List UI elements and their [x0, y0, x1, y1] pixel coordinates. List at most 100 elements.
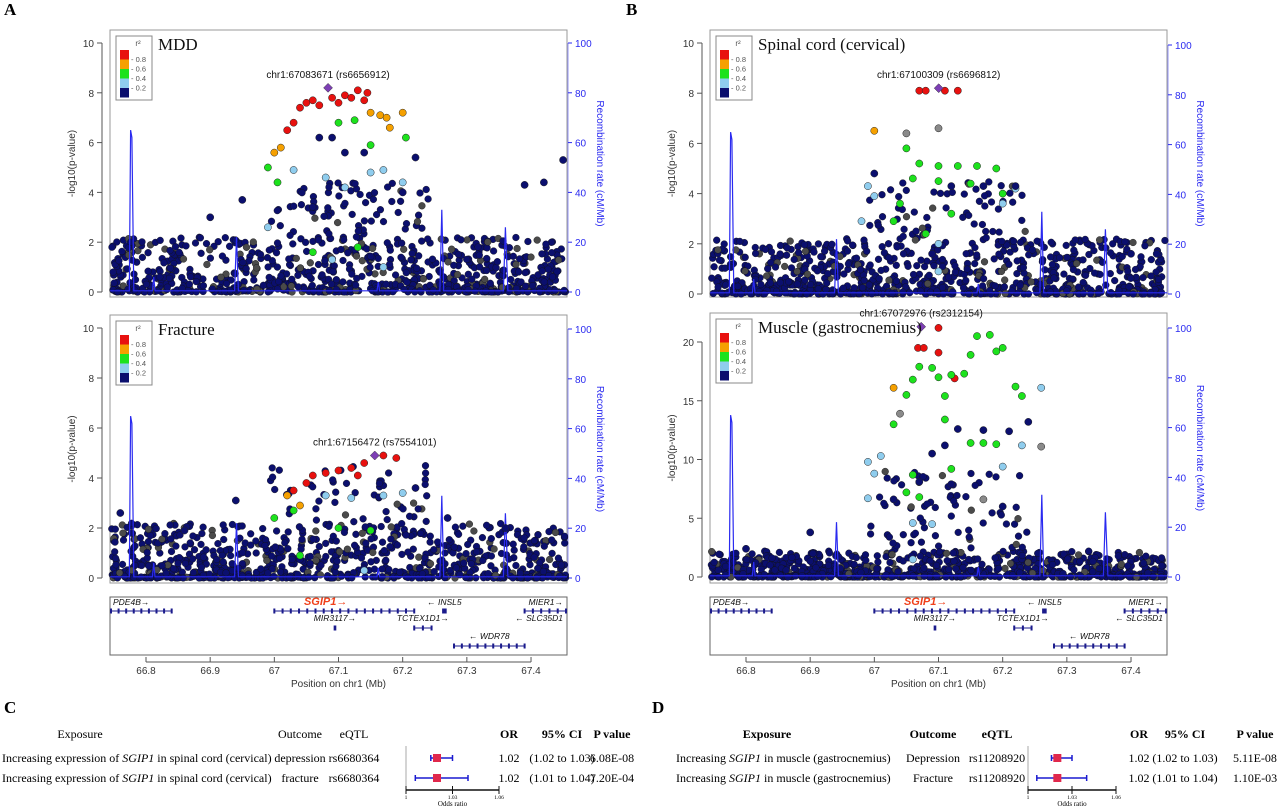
snp-point — [1033, 237, 1041, 245]
gene-label: MIER1→ — [529, 597, 563, 607]
snp-point — [737, 290, 745, 298]
snp-point — [850, 284, 858, 292]
snp-point — [814, 285, 822, 293]
y2-tick-label: 80 — [1175, 91, 1187, 102]
snp-point-r2-0.8-1 — [283, 126, 292, 135]
snp-point — [181, 543, 189, 551]
snp-point — [920, 564, 928, 572]
snp-point — [367, 252, 375, 260]
snp-point — [902, 213, 911, 221]
gene-exon — [460, 643, 463, 649]
snp-point — [935, 548, 944, 556]
snp-point — [910, 208, 918, 216]
snp-point — [392, 271, 400, 279]
gene-label: ← SLC35D1 — [515, 613, 563, 623]
snp-point — [444, 258, 452, 266]
snp-point — [350, 518, 358, 526]
snp-point — [199, 553, 208, 561]
exposure-prefix: Increasing — [676, 771, 729, 785]
snp-point — [912, 227, 920, 235]
gene-exon — [755, 608, 758, 614]
y-tick-label: 2 — [88, 238, 94, 249]
snp-point — [305, 272, 314, 280]
snp-point — [997, 182, 1005, 190]
snp-point — [1028, 246, 1037, 254]
y-tick-label: 10 — [683, 456, 695, 467]
snp-point — [1132, 573, 1141, 581]
snp-point — [221, 234, 229, 242]
y-tick-label: 4 — [88, 474, 94, 485]
snp-point-r2-0.6-0.8 — [870, 126, 879, 135]
snp-point — [886, 558, 894, 567]
snp-point — [332, 285, 341, 294]
snp-point — [217, 273, 225, 281]
snp-point — [179, 255, 188, 263]
snp-point — [954, 528, 962, 537]
snp-point — [394, 208, 402, 217]
snp-point — [963, 265, 971, 273]
snp-point — [297, 545, 305, 553]
snp-point — [296, 264, 304, 272]
gene-exon — [889, 608, 892, 614]
snp-point-r2-0.2-0.4 — [1037, 383, 1046, 392]
snp-point — [521, 269, 529, 277]
snp-point — [1141, 242, 1149, 250]
snp-point — [348, 210, 356, 219]
snp-point — [538, 250, 546, 258]
y-tick-label: 2 — [88, 524, 94, 535]
r2-legend-tick: - 0.6 — [731, 65, 746, 74]
snp-point — [865, 281, 873, 289]
y-tick-label: 0 — [688, 290, 694, 301]
snp-point — [348, 574, 356, 582]
snp-point — [945, 565, 953, 574]
snp-point — [971, 481, 979, 490]
column-header-eqtl: eQTL — [982, 727, 1013, 741]
snp-point — [250, 276, 258, 284]
y-axis-label: -log10(p-value) — [667, 130, 678, 197]
snp-point-r2-0.4-0.6 — [941, 392, 949, 400]
exposure-suffix: in muscle (gastrocnemius) — [761, 771, 891, 785]
snp-point — [1040, 243, 1048, 252]
snp-point — [972, 185, 980, 193]
snp-point — [280, 283, 288, 291]
snp-point-r2-0.6-0.8 — [385, 123, 394, 132]
snp-point — [297, 201, 306, 209]
snp-point — [334, 179, 342, 187]
snp-point — [509, 540, 517, 548]
snp-point — [560, 532, 569, 540]
snp-point — [1089, 557, 1097, 566]
snp-point-r2-0-0.2 — [411, 484, 420, 492]
snp-point — [856, 266, 865, 274]
snp-point — [247, 530, 255, 538]
eqtl-cell: rs11208920 — [969, 771, 1025, 785]
snp-point — [513, 244, 521, 253]
snp-point-r2-0.4-0.6 — [889, 217, 898, 226]
snp-point — [520, 534, 528, 542]
snp-point — [398, 239, 406, 247]
snp-point — [325, 230, 333, 238]
snp-point — [166, 246, 174, 255]
snp-point-r2-0.4-0.6 — [264, 163, 272, 172]
snp-point-r2-0.2-0.4 — [264, 223, 272, 232]
snp-point — [895, 193, 903, 201]
background-snp-points — [108, 179, 570, 296]
gene-exon — [484, 643, 487, 649]
snp-point-r2-0.4-0.6 — [296, 551, 304, 560]
ci-cell: (1.01 to 1.04) — [1152, 771, 1217, 785]
snp-point — [1002, 520, 1011, 528]
snp-point — [748, 550, 756, 558]
snp-point — [409, 545, 417, 553]
snp-point — [952, 565, 960, 573]
snp-point — [422, 517, 430, 526]
snp-point — [1124, 267, 1132, 275]
snp-point — [973, 251, 981, 259]
snp-point — [370, 565, 379, 573]
snp-point — [741, 267, 749, 275]
snp-point — [490, 247, 498, 255]
snp-point-r2-0.8-1 — [289, 118, 298, 127]
snp-point-r2-0.6-0.8 — [276, 143, 285, 152]
lead-snp-label: chr1:67100309 (rs6696812) — [877, 70, 1000, 81]
snp-point — [1074, 551, 1083, 559]
snp-point — [196, 234, 205, 242]
snp-point — [239, 258, 247, 267]
